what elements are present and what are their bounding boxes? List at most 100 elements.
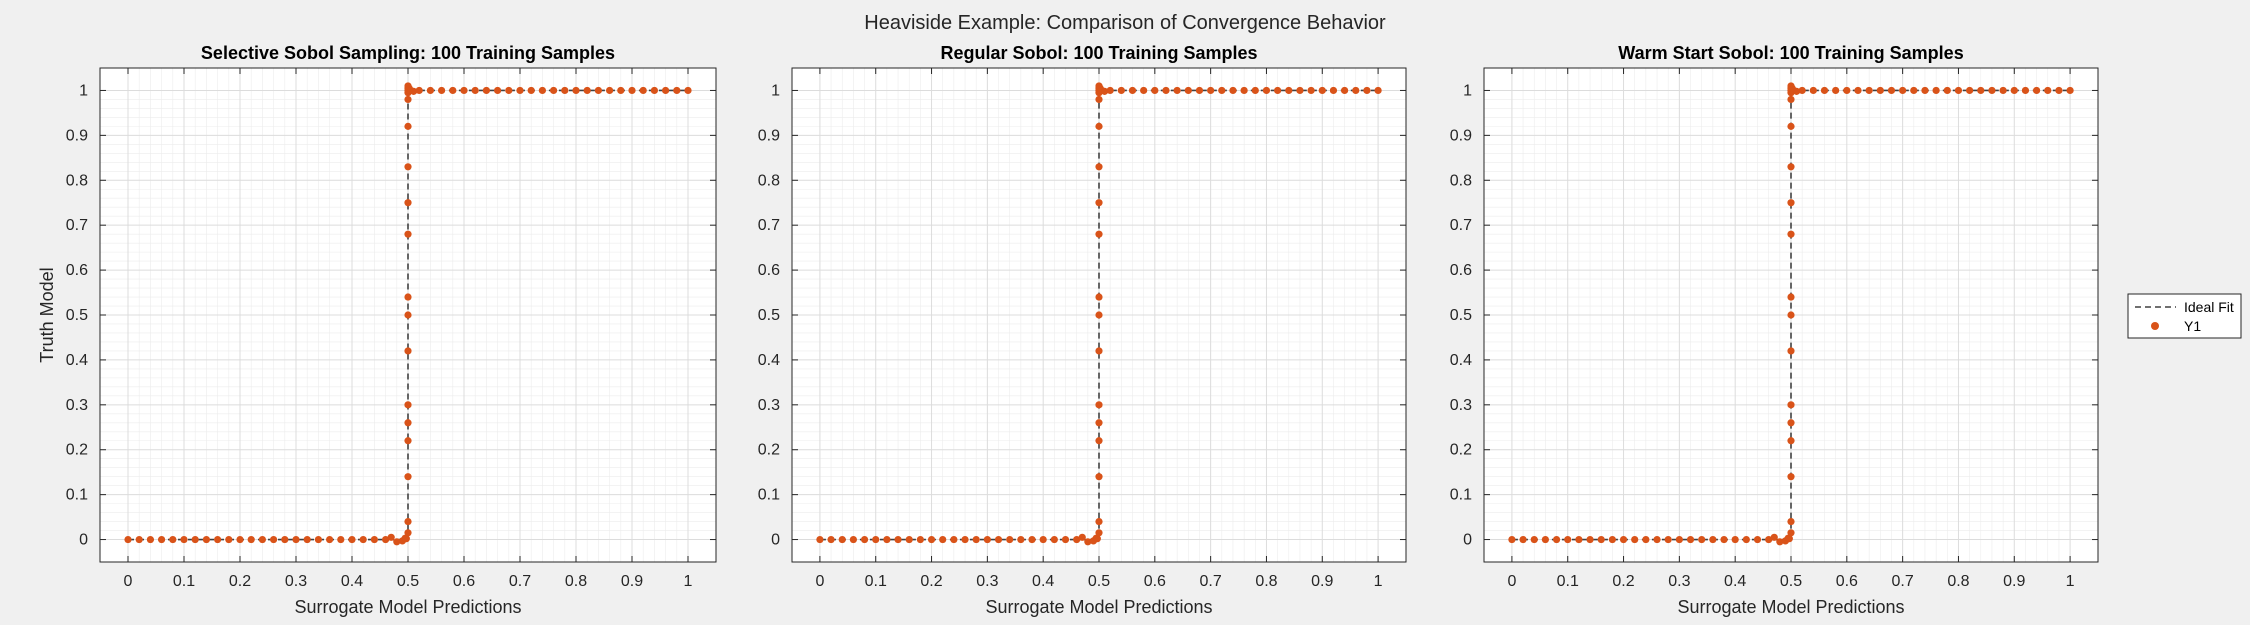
data-point — [359, 535, 367, 544]
x-tick-label: 0 — [815, 573, 824, 590]
data-point — [684, 86, 692, 95]
data-point — [1530, 535, 1538, 544]
x-tick-label: 0.7 — [1200, 573, 1222, 590]
y-tick-label: 0.5 — [1450, 307, 1472, 324]
data-point — [1943, 86, 1951, 95]
data-point — [1899, 86, 1907, 95]
data-point — [214, 535, 222, 544]
data-point — [404, 311, 412, 319]
x-tick-label: 0.8 — [565, 573, 587, 590]
data-point — [1106, 86, 1114, 95]
data-point — [505, 86, 513, 95]
y-tick-label: 0 — [79, 532, 88, 549]
x-tick-label: 0.9 — [621, 573, 643, 590]
data-point — [961, 535, 969, 544]
data-point — [438, 86, 446, 95]
data-point — [628, 86, 636, 95]
data-point — [1140, 86, 1148, 95]
x-tick-label: 0.7 — [1892, 573, 1914, 590]
data-point — [258, 535, 266, 544]
data-point — [1988, 86, 1996, 95]
y-tick-label: 0.1 — [758, 487, 780, 504]
data-point — [1787, 199, 1795, 207]
legend-box — [2127, 293, 2242, 339]
data-point — [849, 535, 858, 544]
data-point — [404, 199, 412, 207]
data-point — [1128, 86, 1137, 95]
x-tick-label: 0.4 — [1032, 573, 1054, 590]
data-point — [1363, 86, 1371, 95]
data-point — [662, 86, 670, 95]
data-point — [2055, 86, 2063, 95]
data-point — [1753, 535, 1762, 544]
data-point — [972, 535, 980, 544]
data-point — [1608, 535, 1616, 544]
subplot-3: 0 0.1 0.2 0.3 0.4 0.5 0.6 0.7 0.8 0.9 1 0 0.1 0.2 0.3 0… — [1450, 43, 2099, 617]
data-point — [1742, 535, 1750, 544]
x-tick-label: 0.4 — [1724, 573, 1746, 590]
data-point — [1664, 535, 1672, 544]
x-tick-label: 0.8 — [1947, 573, 1969, 590]
data-point — [516, 86, 524, 95]
data-point — [1095, 529, 1103, 537]
x-tick-label: 0.6 — [1144, 573, 1166, 590]
y-tick-label: 0 — [1463, 532, 1472, 549]
legend-marker-swatch — [2151, 322, 2159, 330]
data-point — [939, 535, 947, 544]
data-point — [1084, 538, 1092, 546]
data-point — [1785, 535, 1793, 543]
data-point — [415, 86, 423, 95]
data-point — [387, 533, 395, 541]
x-tick-label: 0.9 — [2003, 573, 2025, 590]
data-point — [1765, 535, 1773, 544]
data-point — [1519, 535, 1527, 544]
data-point — [191, 535, 199, 544]
legend: Ideal Fit Y1 — [2127, 293, 2242, 339]
data-point — [594, 86, 603, 95]
y-tick-label: 1 — [79, 82, 88, 99]
data-point — [1698, 535, 1706, 544]
data-point — [1932, 86, 1940, 95]
data-point — [1787, 473, 1795, 481]
data-point — [225, 535, 233, 544]
data-point — [404, 230, 412, 238]
data-point — [404, 473, 412, 481]
data-point — [281, 535, 289, 544]
data-point — [1151, 86, 1159, 95]
data-point — [292, 535, 300, 544]
data-point — [1095, 401, 1103, 409]
data-point — [270, 535, 278, 544]
data-point — [606, 86, 614, 95]
data-point — [639, 86, 647, 95]
x-tick-label: 0.1 — [173, 573, 195, 590]
data-point — [561, 86, 569, 95]
data-point — [1352, 86, 1360, 95]
data-point — [410, 87, 418, 95]
data-point — [617, 86, 625, 95]
data-point — [146, 535, 154, 544]
data-point — [169, 535, 177, 544]
subplot-1: 0 0.1 0.2 0.3 0.4 0.5 0.6 0.7 0.8 0.9 1 0 0.1 0.2 0.3 0… — [37, 43, 717, 617]
data-point — [404, 517, 412, 526]
data-point — [1564, 535, 1572, 544]
data-point — [1731, 535, 1739, 544]
data-point — [860, 535, 869, 544]
data-point — [1095, 437, 1103, 445]
data-point — [1575, 535, 1583, 544]
data-point — [1240, 86, 1248, 95]
x-tick-label: 0.2 — [920, 573, 942, 590]
data-point — [572, 86, 580, 95]
data-point — [236, 535, 244, 544]
data-point — [2066, 86, 2074, 95]
x-axis-label: Surrogate Model Predictions — [985, 597, 1212, 617]
data-point — [1921, 86, 1929, 95]
data-point — [1787, 347, 1795, 355]
data-point — [1296, 86, 1304, 95]
data-point — [1809, 86, 1817, 95]
data-point — [1050, 535, 1058, 544]
x-tick-label: 0.8 — [1255, 573, 1277, 590]
data-point — [314, 535, 322, 544]
y-tick-label: 0.8 — [1450, 172, 1472, 189]
data-point — [1977, 86, 1985, 95]
data-point — [673, 86, 681, 95]
